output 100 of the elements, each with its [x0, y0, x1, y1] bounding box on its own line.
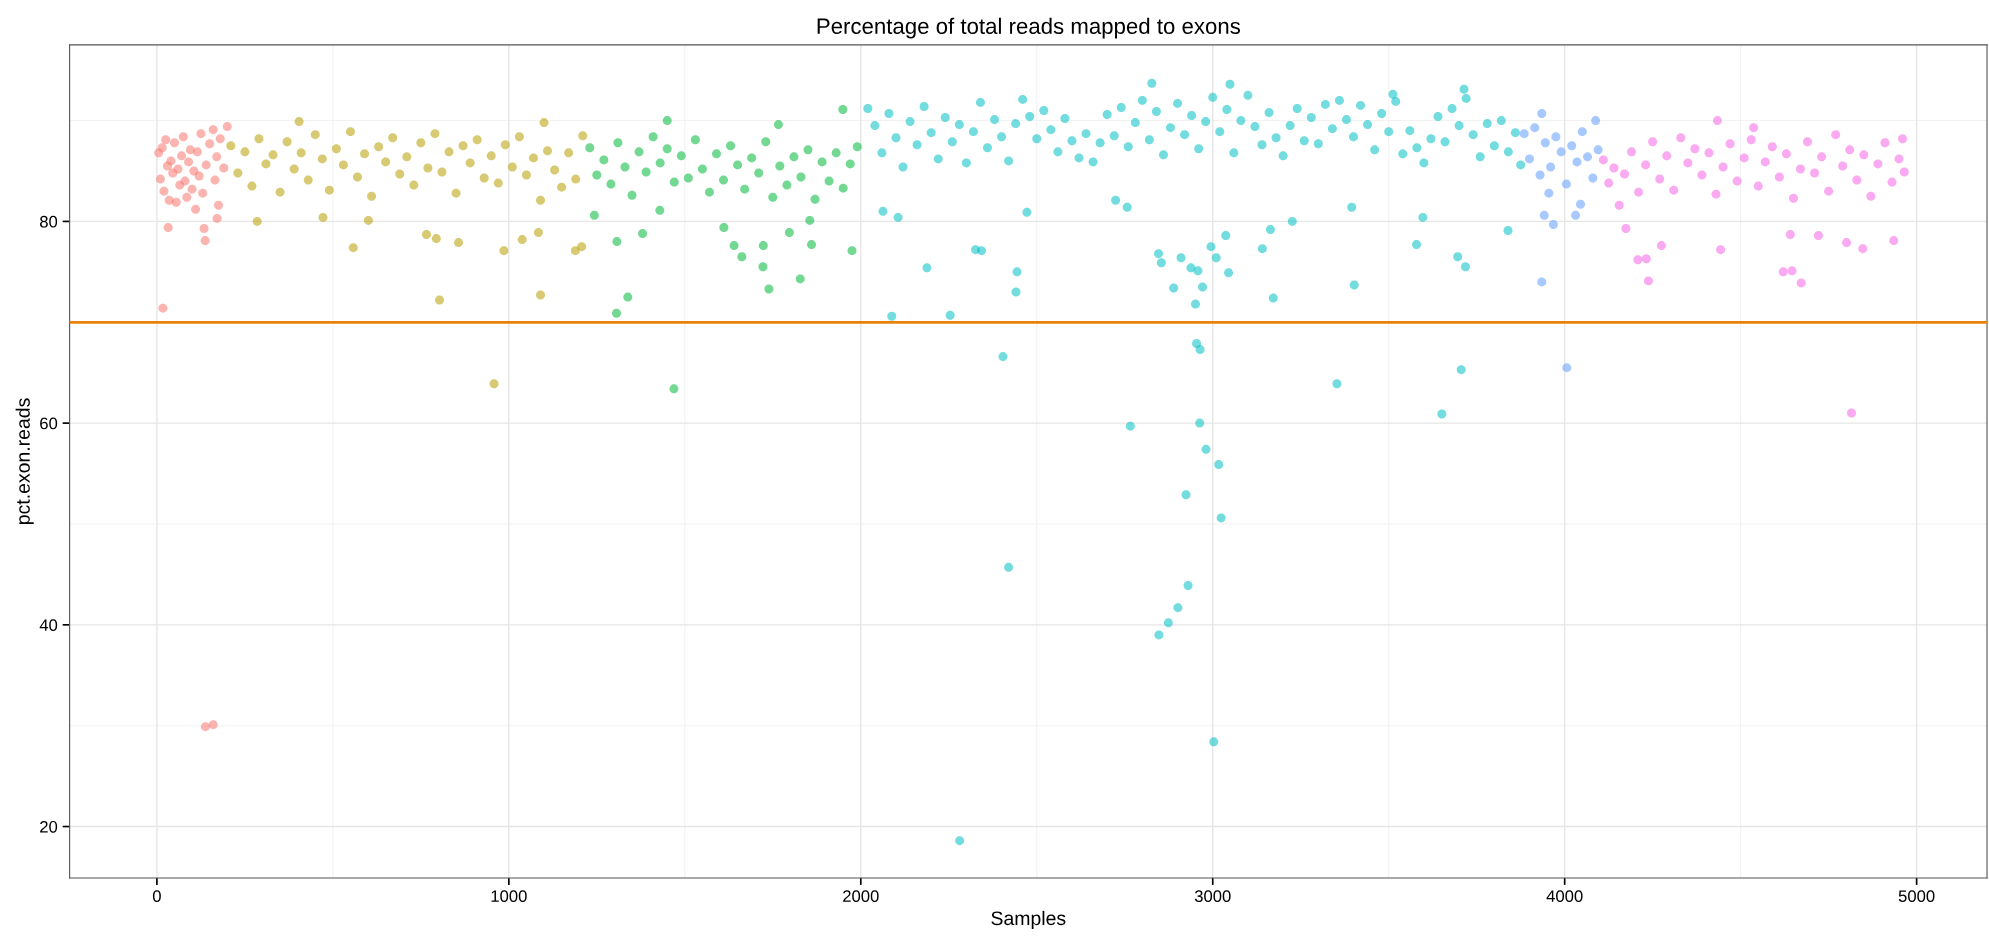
- point: [606, 179, 616, 189]
- point: [789, 152, 799, 162]
- point: [676, 151, 686, 161]
- point: [1567, 141, 1577, 151]
- point: [212, 213, 222, 223]
- point: [1544, 188, 1554, 198]
- point: [648, 132, 658, 142]
- point: [719, 222, 729, 232]
- point: [215, 134, 225, 144]
- y-axis-title: pct.exon.reads: [15, 398, 34, 524]
- point: [740, 184, 750, 194]
- point: [726, 141, 736, 151]
- point: [1540, 138, 1550, 148]
- point: [1571, 210, 1581, 220]
- point: [620, 162, 630, 172]
- x-tick-label: 5000: [1898, 890, 1935, 903]
- point: [612, 237, 622, 247]
- point: [733, 160, 743, 170]
- point: [795, 274, 805, 284]
- point: [782, 180, 792, 190]
- point: [177, 151, 187, 161]
- point: [627, 190, 637, 200]
- x-tick-label: 0: [152, 890, 161, 903]
- point: [764, 284, 774, 294]
- point: [173, 164, 183, 174]
- x-axis-title: Samples: [991, 910, 1066, 929]
- point: [178, 132, 188, 142]
- point: [184, 157, 194, 167]
- point: [205, 139, 215, 149]
- point: [662, 144, 672, 154]
- point: [704, 187, 714, 197]
- point: [187, 184, 197, 194]
- point: [192, 147, 202, 157]
- point: [737, 252, 747, 262]
- point: [171, 197, 181, 207]
- point: [838, 183, 848, 193]
- point: [194, 171, 204, 181]
- point: [845, 159, 855, 169]
- point: [1572, 157, 1582, 167]
- point: [196, 129, 206, 139]
- point: [208, 125, 218, 135]
- point: [1588, 173, 1598, 183]
- point: [768, 192, 778, 202]
- point: [711, 149, 721, 159]
- point: [773, 120, 783, 130]
- point: [807, 240, 817, 250]
- point: [719, 175, 729, 185]
- point: [1530, 123, 1540, 133]
- point: [589, 210, 599, 220]
- point: [810, 194, 820, 204]
- point: [669, 177, 679, 187]
- point: [817, 157, 827, 167]
- y-tick-label: 40: [39, 619, 58, 632]
- point: [623, 292, 633, 302]
- y-tick-label: 20: [40, 820, 58, 833]
- x-tick-label: 3000: [1194, 890, 1231, 903]
- point: [161, 135, 171, 145]
- point: [784, 228, 794, 238]
- point: [1519, 129, 1529, 139]
- point: [213, 200, 223, 210]
- point: [729, 241, 739, 251]
- point: [1524, 154, 1534, 164]
- point: [166, 156, 176, 166]
- point: [655, 158, 665, 168]
- y-tick-label: 60: [40, 417, 58, 430]
- point: [208, 720, 218, 730]
- point: [803, 145, 813, 155]
- point: [655, 205, 665, 215]
- point: [775, 161, 785, 171]
- point: [585, 143, 595, 153]
- point: [210, 175, 220, 185]
- point: [155, 174, 165, 184]
- x-tick-label: 1000: [491, 890, 527, 903]
- point: [1583, 152, 1593, 162]
- point: [169, 138, 179, 148]
- point: [641, 167, 651, 177]
- point: [159, 186, 169, 196]
- point: [1577, 127, 1587, 137]
- point: [1537, 277, 1547, 287]
- point: [796, 172, 806, 182]
- point: [761, 137, 771, 147]
- point: [838, 104, 848, 114]
- point: [758, 262, 768, 272]
- point: [592, 170, 602, 180]
- point: [219, 163, 229, 173]
- point: [180, 176, 190, 186]
- point: [212, 152, 222, 162]
- y-tick-label: 80: [40, 215, 58, 228]
- x-tick-label: 4000: [1546, 890, 1583, 903]
- point: [1537, 109, 1547, 119]
- point: [847, 246, 857, 256]
- point: [163, 222, 173, 232]
- point: [222, 122, 232, 132]
- point: [599, 155, 609, 165]
- point: [1591, 116, 1601, 126]
- point: [1561, 179, 1571, 189]
- point: [158, 303, 168, 313]
- point: [690, 135, 700, 145]
- point: [638, 229, 648, 239]
- point: [805, 215, 815, 225]
